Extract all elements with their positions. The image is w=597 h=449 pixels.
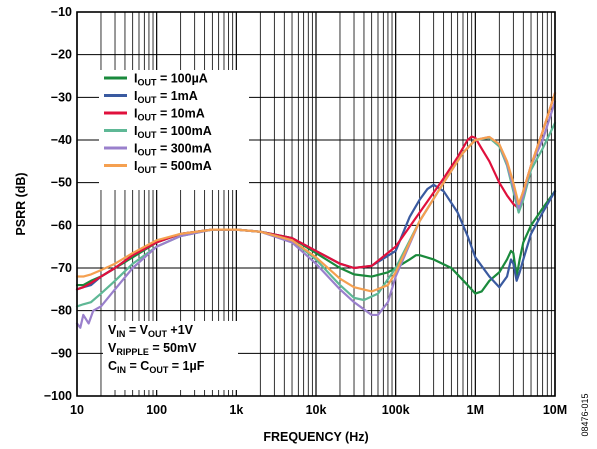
x-tick-label: 100 <box>146 403 167 417</box>
x-tick-label: 100k <box>382 403 410 417</box>
y-tick-labels: −100 −90 −80 −70 −60 −50 −40 −30 −20 −10 <box>44 5 72 403</box>
y-tick-label: −20 <box>51 48 72 62</box>
y-axis-label: PSRR (dB) <box>14 172 28 235</box>
legend-entry: IOUT = 500mA <box>134 159 212 175</box>
x-axis-label: FREQUENCY (Hz) <box>263 430 368 444</box>
legend-entry: IOUT = 10mA <box>134 107 205 123</box>
condition-line: VIN = VOUT +1V <box>108 323 194 339</box>
x-tick-label: 1k <box>229 403 243 417</box>
x-tick-label: 10 <box>70 403 84 417</box>
x-tick-label: 1M <box>467 403 484 417</box>
y-tick-label: −80 <box>51 304 72 318</box>
y-tick-label: −10 <box>51 5 72 19</box>
series-layer <box>75 91 557 329</box>
y-tick-label: −100 <box>44 389 72 403</box>
y-tick-label: −40 <box>51 133 72 147</box>
y-tick-label: −30 <box>51 90 72 104</box>
legend-entry: IOUT = 300mA <box>134 142 212 158</box>
series-line <box>75 91 557 291</box>
y-tick-label: −90 <box>51 346 72 360</box>
legend-entry: IOUT = 100µA <box>134 72 208 88</box>
x-tick-labels: 10 100 1k 10k 100k 1M 10M <box>70 403 567 417</box>
x-tick-label: 10M <box>543 403 567 417</box>
plot-frame <box>76 11 556 397</box>
y-tick-label: −60 <box>51 218 72 232</box>
conditions-box <box>103 321 238 390</box>
test-conditions: VIN = VOUT +1V VRIPPLE = 50mV CIN = COUT =… <box>103 321 238 390</box>
figure-id: 08476-015 <box>580 393 590 436</box>
legend-entry: IOUT = 1mA <box>134 89 198 105</box>
legend-entry: IOUT = 100mA <box>134 124 212 140</box>
y-tick-label: −70 <box>51 261 72 275</box>
x-tick-label: 10k <box>306 403 327 417</box>
y-tick-label: −50 <box>51 176 72 190</box>
series-line <box>75 91 557 293</box>
condition-line: VRIPPLE = 50mV <box>108 341 197 357</box>
condition-line: CIN = COUT = 1µF <box>108 359 205 375</box>
